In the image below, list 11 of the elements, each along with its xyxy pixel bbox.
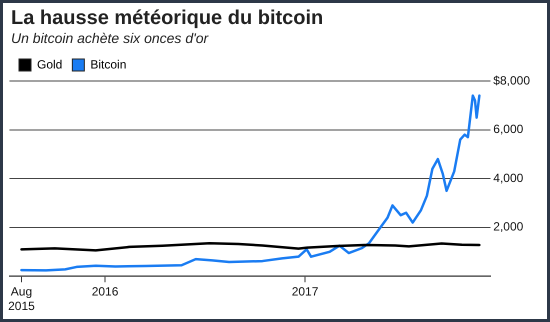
legend-label: Bitcoin xyxy=(90,57,126,72)
x-tick-label: 2017 xyxy=(292,284,319,299)
legend-label: Gold xyxy=(37,57,62,72)
x-tick-label: Aug 2015 xyxy=(8,284,36,314)
chart-subtitle: Un bitcoin achète six onces d'or xyxy=(11,30,210,47)
y-tick-label: $8,000 xyxy=(493,73,530,88)
y-tick-label: 6,000 xyxy=(493,122,524,136)
chart-title: La hausse météorique du bitcoin xyxy=(11,6,324,30)
y-tick-label: 2,000 xyxy=(493,220,524,234)
x-tick-label: 2016 xyxy=(92,284,119,299)
y-tick-label: 4,000 xyxy=(493,170,524,185)
